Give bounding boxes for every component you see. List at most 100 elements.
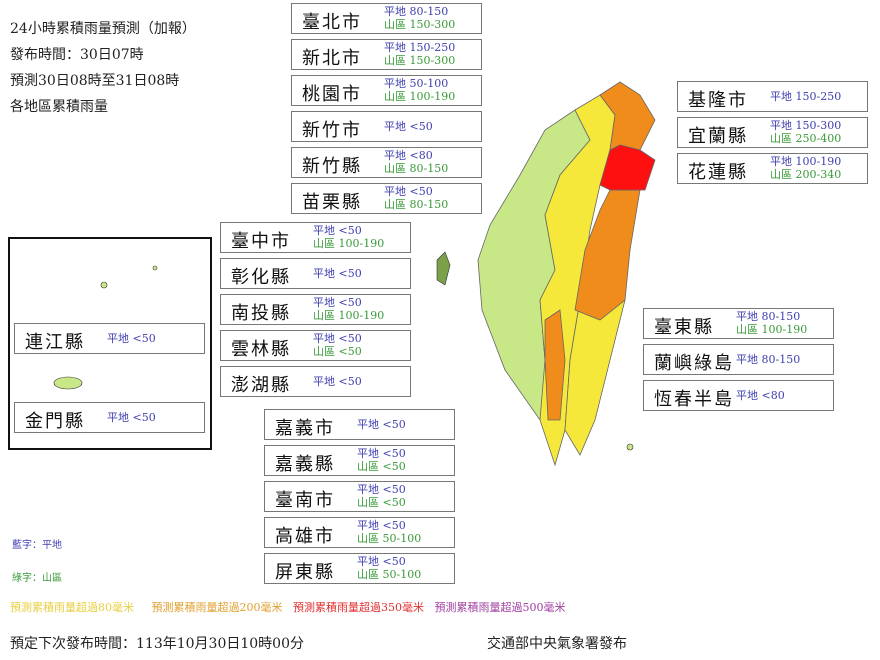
rainfall-values: 平地 150-250 山區 150-300 [384, 41, 455, 67]
plain-label: 平地 [736, 353, 758, 366]
mountain-value: <50 [382, 460, 406, 473]
plain-rainfall: 平地 80-150 [736, 310, 807, 323]
plain-label: 平地 [770, 90, 792, 103]
title-line: 24小時累積雨量預測（加報） [10, 21, 196, 37]
plain-label: 平地 [384, 185, 406, 198]
region-name: 高雄市 [275, 526, 335, 547]
plain-rainfall: 平地 150-250 [770, 90, 841, 103]
plain-label: 平地 [384, 41, 406, 54]
plain-label: 平地 [384, 149, 406, 162]
plain-rainfall: 平地 <50 [357, 519, 421, 532]
mountain-value: 80-150 [409, 198, 449, 211]
forecast-period: 預測30日08時至31日08時 [10, 73, 180, 89]
mountain-value: 150-300 [409, 18, 456, 31]
plain-value: 80-150 [409, 5, 449, 18]
mountain-value: 100-190 [409, 90, 456, 103]
rainfall-values: 平地 <50 [107, 411, 156, 424]
plain-value: <50 [382, 555, 406, 568]
key-label: 綠字：山區 [12, 573, 62, 584]
color-legend: 預測累積雨量超過80毫米 預測累積雨量超過200毫米 預測累積雨量超過350毫米… [10, 599, 730, 615]
region-box: 臺南市 平地 <50 山區 <50 [264, 481, 455, 512]
region-box: 澎湖縣 平地 <50 [220, 366, 411, 397]
region-name: 金門縣 [25, 411, 85, 432]
rainfall-values: 平地 150-250 [770, 90, 841, 103]
plain-rainfall: 平地 <80 [384, 149, 448, 162]
next-issue-time: 預定下次發布時間：113年10月30日10時00分 [10, 636, 304, 652]
rainfall-values: 平地 <50 山區 80-150 [384, 185, 448, 211]
map-title: 24小時累積雨量預測（加報） 發布時間：30日07時 預測30日08時至31日0… [10, 16, 196, 120]
plain-label: 平地 [313, 296, 335, 309]
kinmen-island [53, 376, 83, 390]
rainfall-values: 平地 <50 [357, 418, 406, 431]
plain-label: 平地 [384, 77, 406, 90]
region-box: 基隆市 平地 150-250 [677, 81, 868, 112]
mountain-label: 山區 [384, 90, 406, 103]
region-box: 新竹市 平地 <50 [291, 111, 482, 142]
mountain-label: 山區 [357, 568, 379, 581]
plain-rainfall: 平地 50-100 [384, 77, 455, 90]
issue-time: 發布時間：30日07時 [10, 47, 144, 63]
plain-label: 平地 [313, 267, 335, 280]
rainfall-values: 平地 <50 [313, 375, 362, 388]
mountain-rainfall: 山區 100-190 [313, 309, 384, 322]
mountain-label: 山區 [357, 460, 379, 473]
mountain-rainfall: 山區 150-300 [384, 18, 455, 31]
plain-label: 平地 [313, 332, 335, 345]
rainfall-values: 平地 80-150 [736, 353, 800, 366]
rainfall-values: 平地 <50 山區 100-190 [313, 296, 384, 322]
plain-label: 平地 [384, 120, 406, 133]
mountain-label: 山區 [384, 54, 406, 67]
mountain-value: 50-100 [382, 532, 422, 545]
key-label: 藍字：平地 [12, 540, 62, 551]
region-name: 南投縣 [231, 303, 291, 324]
region-box: 臺東縣 平地 80-150 山區 100-190 [643, 308, 834, 339]
plain-rainfall: 平地 <50 [313, 267, 362, 280]
region-box: 花蓮縣 平地 100-190 山區 200-340 [677, 153, 868, 184]
mountain-label: 山區 [357, 496, 379, 509]
rainfall-values: 平地 80-150 山區 150-300 [384, 5, 455, 31]
legend-over-350: 預測累積雨量超過350毫米 [292, 601, 424, 614]
region-box: 嘉義市 平地 <50 [264, 409, 455, 440]
region-name: 澎湖縣 [231, 375, 291, 396]
mountain-label: 山區 [770, 168, 792, 181]
region-box: 新竹縣 平地 <80 山區 80-150 [291, 147, 482, 178]
plain-value: 100-190 [795, 155, 842, 168]
plain-value: <50 [338, 224, 362, 237]
region-box: 臺北市 平地 80-150 山區 150-300 [291, 3, 482, 34]
plain-rainfall: 平地 150-300 [770, 119, 841, 132]
rainfall-values: 平地 <50 山區 50-100 [357, 519, 421, 545]
region-name: 嘉義市 [275, 418, 335, 439]
region-name: 彰化縣 [231, 267, 291, 288]
plain-rainfall: 平地 <50 [357, 483, 406, 496]
rainfall-values: 平地 50-100 山區 100-190 [384, 77, 455, 103]
plain-value: <50 [338, 296, 362, 309]
plain-rainfall: 平地 <50 [313, 375, 362, 388]
plain-label: 平地 [357, 483, 379, 496]
rainfall-values: 平地 <80 [736, 389, 785, 402]
matsu-island [152, 265, 158, 271]
rainfall-values: 平地 <50 山區 50-100 [357, 555, 421, 581]
region-name: 恆春半島 [654, 389, 734, 410]
mountain-label: 山區 [313, 309, 335, 322]
plain-value: <50 [409, 185, 433, 198]
region-name: 蘭嶼綠島 [654, 353, 734, 374]
region-name: 臺南市 [275, 490, 335, 511]
rainfall-values: 平地 <50 山區 <50 [313, 332, 362, 358]
region-east-orange [574, 189, 641, 321]
mountain-rainfall: 山區 <50 [313, 345, 362, 358]
region-name: 臺北市 [302, 12, 362, 33]
plain-label: 平地 [107, 411, 129, 424]
mountain-rainfall: 山區 <50 [357, 496, 406, 509]
plain-label: 平地 [357, 519, 379, 532]
region-name: 連江縣 [25, 332, 85, 353]
mountain-rainfall: 山區 100-190 [736, 323, 807, 336]
plain-rainfall: 平地 <80 [736, 389, 785, 402]
mountain-label: 山區 [736, 323, 758, 336]
mountain-rainfall: 山區 50-100 [357, 568, 421, 581]
orchid-island [626, 443, 634, 451]
plain-rainfall: 平地 <50 [384, 120, 433, 133]
plain-value: 150-300 [795, 119, 842, 132]
rainfall-values: 平地 150-300 山區 250-400 [770, 119, 841, 145]
plain-rainfall: 平地 80-150 [384, 5, 455, 18]
plain-value: <50 [382, 483, 406, 496]
